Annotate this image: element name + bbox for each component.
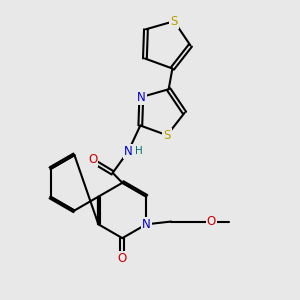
Text: S: S (170, 15, 178, 28)
Text: O: O (118, 252, 127, 266)
Text: N: N (142, 218, 151, 231)
Text: O: O (88, 153, 97, 166)
Text: H: H (135, 146, 143, 156)
Text: N: N (124, 145, 133, 158)
Text: O: O (207, 215, 216, 228)
Text: N: N (137, 91, 146, 103)
Text: S: S (163, 129, 171, 142)
